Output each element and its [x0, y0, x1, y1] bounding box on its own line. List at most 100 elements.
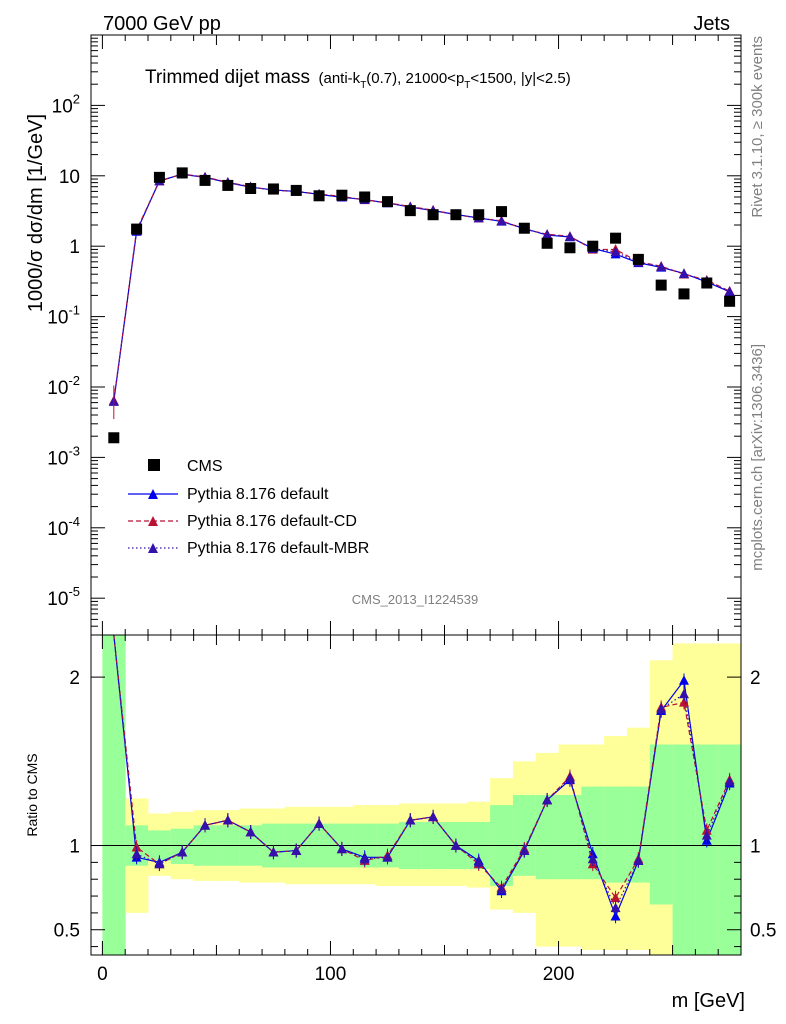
ratio-marker	[291, 845, 302, 855]
ratio-clipped	[113, 635, 735, 924]
mc-lines	[108, 168, 735, 420]
ratio-marker	[359, 853, 370, 864]
ratio-marker	[724, 776, 735, 786]
mc-marker	[678, 268, 689, 279]
cms-data-point	[153, 171, 165, 183]
ratio-marker	[678, 675, 689, 685]
cms-data-point	[518, 222, 530, 234]
ratio-marker	[678, 697, 689, 707]
y-tick-label: 10	[59, 167, 80, 188]
ratio-tick-label-left: 1	[69, 837, 80, 858]
mc-marker	[610, 246, 621, 257]
legend-cd-marker	[148, 516, 158, 526]
chart-subtitle-part1: (anti-k	[319, 70, 361, 87]
y-axis-label: 1000/σ dσ/dm [1/GeV]	[25, 114, 47, 312]
ratio-line	[113, 635, 731, 910]
ratio-tick-labels: 0.5 0.5 1 1 2 2	[54, 668, 777, 942]
cms-data-points	[108, 167, 736, 444]
ratio-marker	[450, 840, 461, 850]
ratio-tick-label-left: 2	[69, 668, 80, 689]
ratio-frame	[90, 634, 742, 956]
mc-marker	[542, 229, 553, 239]
ratio-marker	[154, 858, 165, 869]
ratio-marker	[473, 857, 484, 867]
y-tick-label: 1	[69, 237, 80, 258]
legend-mbr-label: Pythia 8.176 default-MBR	[187, 540, 369, 557]
ratio-tick-label-left: 0.5	[54, 921, 80, 942]
ratio-band-stat	[672, 744, 696, 955]
source-label: mcplots.cern.ch [arXiv:1306.3436]	[749, 344, 766, 571]
x-tick-label: 100	[315, 964, 347, 985]
ratio-marker	[222, 815, 233, 825]
chart-subtitle-part2: (0.7), 21000<p	[366, 70, 464, 87]
x-axis-label: m [GeV]	[672, 990, 745, 1012]
cms-data-point	[450, 209, 462, 221]
chart-title-main: Trimmed dijet mass	[145, 67, 310, 88]
ratio-tick-label-right: 2	[750, 668, 761, 689]
ratio-tick-label-right: 1	[750, 837, 761, 858]
analysis-label: CMS_2013_I1224539	[352, 592, 479, 607]
mc-marker	[564, 231, 575, 242]
ratio-marker	[131, 841, 142, 852]
ratio-band-stat	[535, 795, 559, 880]
ratio-marker	[701, 830, 712, 840]
ratio-band-stat	[626, 786, 651, 883]
chart-title: Trimmed dijet mass (anti-k T(0.7), 21000<…	[145, 67, 571, 91]
ratio-band-stat	[695, 744, 719, 955]
cms-data-point	[427, 209, 439, 221]
cms-data-point	[496, 206, 508, 218]
ratio-marker	[519, 845, 530, 855]
category-label: Jets	[693, 13, 730, 35]
cms-data-point	[267, 183, 279, 195]
ratio-band-stat	[512, 795, 537, 876]
mc-marker	[496, 215, 507, 226]
ratio-marker	[610, 911, 621, 921]
ratio-band-stat	[604, 786, 628, 883]
cms-data-point	[313, 190, 325, 202]
cms-data-point	[587, 240, 599, 252]
ratio-marker	[564, 772, 575, 783]
main-panel: 10-5 10-4 10-3 10-2 10-1 1 10 102	[47, 34, 742, 636]
y-tick-label: 10-2	[47, 373, 80, 399]
ratio-band-stat	[102, 635, 126, 955]
chart-subtitle-sub2: T	[464, 80, 470, 91]
ratio-band-stat	[581, 786, 605, 880]
cms-data-point	[245, 183, 257, 195]
cms-data-point	[701, 277, 713, 289]
legend: CMS Pythia 8.176 default Pythia 8.176 de…	[128, 458, 369, 557]
legend-cms-marker	[148, 459, 160, 471]
ratio-marker	[587, 853, 598, 864]
mc-line	[113, 173, 730, 401]
cms-data-point	[473, 209, 485, 221]
cms-data-point	[108, 432, 120, 444]
ratio-marker	[428, 811, 439, 822]
legend-cd-label: Pythia 8.176 default-CD	[187, 513, 357, 530]
cms-data-point	[199, 174, 211, 186]
x-tick-label: 200	[543, 964, 575, 985]
cms-data-point	[541, 237, 553, 249]
cms-data-point	[610, 232, 622, 244]
ratio-y-axis-label: Ratio to CMS	[24, 753, 40, 836]
ratio-marker	[633, 855, 644, 865]
ratio-marker	[678, 688, 689, 699]
ratio-marker	[496, 884, 507, 894]
x-tick-labels: 0 100 200	[97, 964, 574, 985]
ratio-panel: 0.5 0.5 1 1 2 2	[54, 634, 777, 956]
ratio-marker	[610, 902, 621, 913]
cms-data-point	[222, 179, 234, 191]
cms-data-point	[381, 196, 393, 208]
cms-data-point	[404, 205, 416, 217]
mc-line	[113, 173, 730, 402]
x-tick-label: 0	[97, 964, 108, 985]
rivet-label: Rivet 3.1.10, ≥ 300k events	[749, 36, 766, 218]
legend-cms-label: CMS	[187, 458, 223, 475]
ratio-marker	[542, 794, 553, 805]
ratio-bands	[102, 635, 742, 955]
mc-marker	[724, 286, 735, 296]
legend-default-marker	[148, 489, 158, 499]
ratio-band-stat	[558, 795, 582, 880]
ratio-marker	[382, 852, 393, 862]
ratio-marker	[336, 843, 347, 854]
energy-label: 7000 GeV pp	[103, 13, 221, 35]
